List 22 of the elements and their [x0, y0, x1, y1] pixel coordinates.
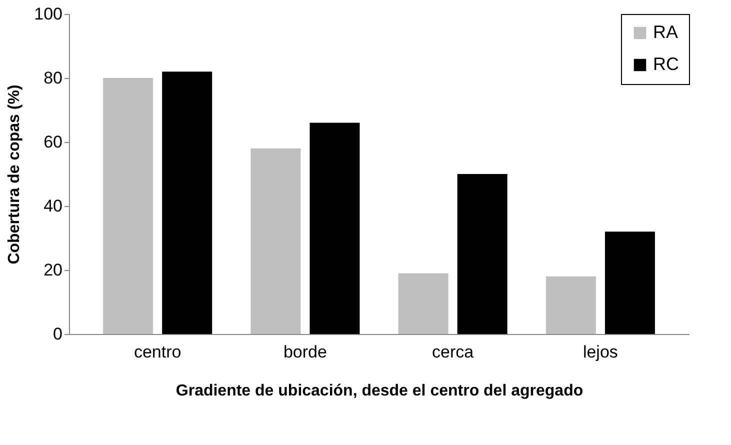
legend-label: RC: [653, 54, 679, 74]
x-axis-title: Gradiente de ubicación, desde el centro del agregado: [176, 382, 584, 400]
y-tick-label: 20: [44, 260, 62, 280]
bar: [103, 78, 154, 334]
x-tick-label: borde: [283, 342, 327, 362]
bar: [457, 174, 508, 334]
bar: [310, 122, 360, 334]
legend-label: RA: [653, 22, 678, 42]
x-tick-label: lejos: [582, 342, 618, 362]
y-tick-label: 0: [53, 324, 62, 344]
y-tick-label: 80: [44, 68, 62, 88]
bar: [250, 148, 301, 334]
y-tick-label: 60: [44, 132, 62, 152]
bar: [398, 273, 448, 334]
y-tick-label: 100: [34, 4, 62, 24]
x-tick-label: centro: [134, 342, 182, 362]
y-tick-label: 40: [44, 196, 62, 216]
bar: [162, 72, 212, 334]
y-axis-title: Cobertura de copas (%): [6, 84, 24, 264]
bar: [604, 232, 655, 334]
bar: [546, 276, 596, 334]
x-tick-label: cerca: [432, 342, 474, 362]
